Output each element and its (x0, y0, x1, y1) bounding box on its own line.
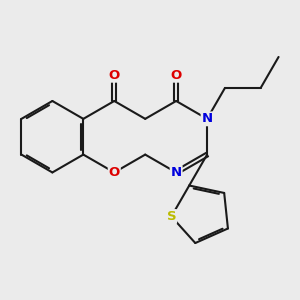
Text: O: O (170, 69, 182, 82)
Text: N: N (171, 166, 182, 179)
Text: O: O (109, 69, 120, 82)
Text: S: S (167, 210, 176, 223)
Text: N: N (202, 112, 213, 125)
Text: O: O (109, 166, 120, 179)
